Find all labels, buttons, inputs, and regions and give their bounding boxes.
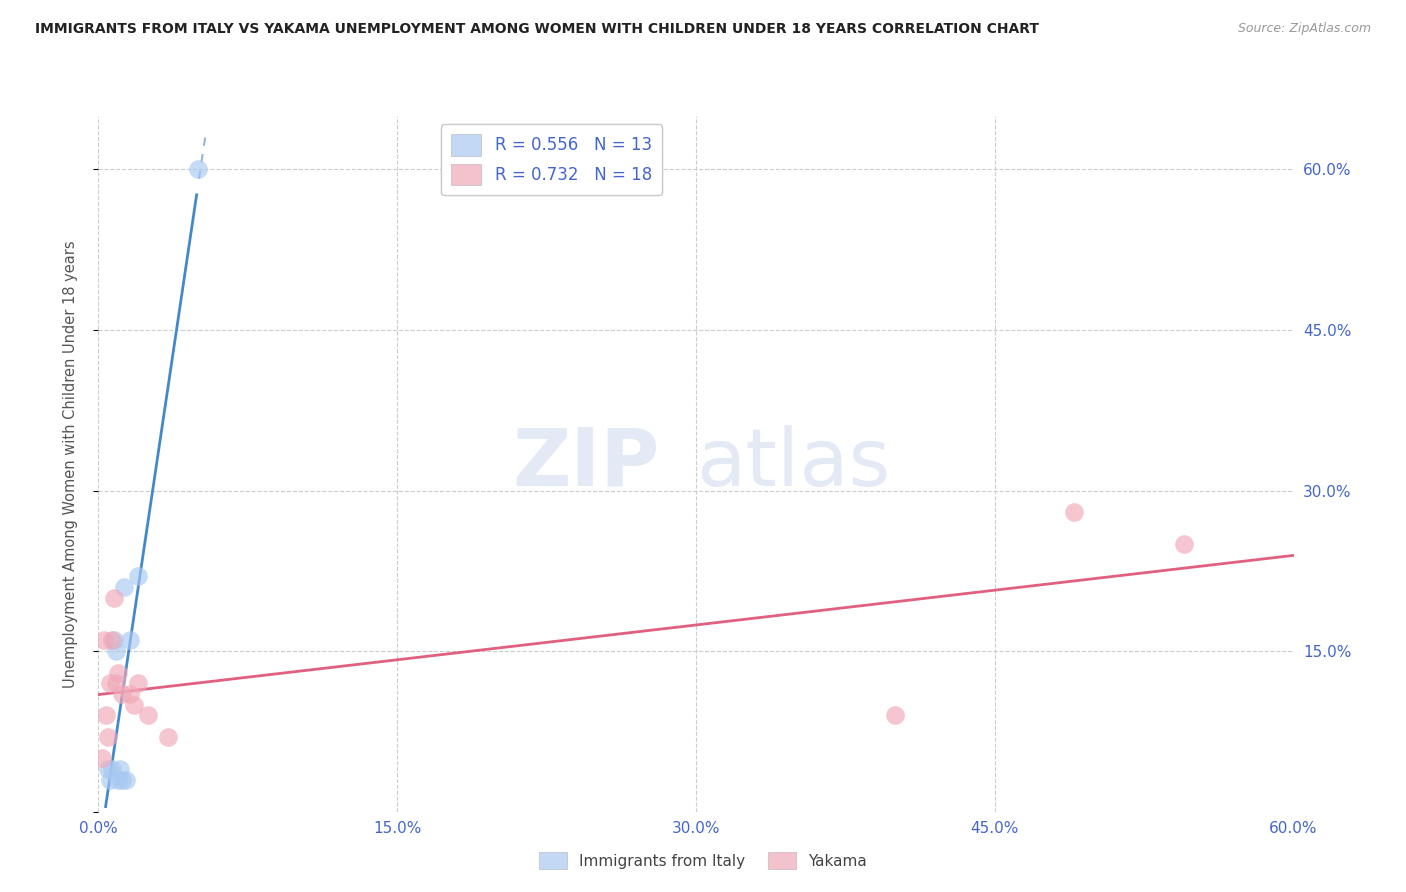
Text: IMMIGRANTS FROM ITALY VS YAKAMA UNEMPLOYMENT AMONG WOMEN WITH CHILDREN UNDER 18 : IMMIGRANTS FROM ITALY VS YAKAMA UNEMPLOY… <box>35 22 1039 37</box>
Point <box>107 772 129 787</box>
Point <box>127 676 149 690</box>
Point <box>105 676 128 690</box>
Point <box>103 591 125 605</box>
Point <box>115 772 138 787</box>
Point <box>884 708 907 723</box>
Point <box>96 708 118 723</box>
Legend: Immigrants from Italy, Yakama: Immigrants from Italy, Yakama <box>533 846 873 875</box>
Point <box>101 762 124 776</box>
Point <box>120 687 142 701</box>
Point <box>107 665 129 680</box>
Text: ZIP: ZIP <box>513 425 661 503</box>
Point <box>111 687 134 701</box>
Point <box>124 698 146 712</box>
Point <box>91 751 114 765</box>
Point <box>97 762 120 776</box>
Point <box>120 633 142 648</box>
Text: Source: ZipAtlas.com: Source: ZipAtlas.com <box>1237 22 1371 36</box>
Legend: R = 0.556   N = 13, R = 0.732   N = 18: R = 0.556 N = 13, R = 0.732 N = 18 <box>441 124 662 195</box>
Point <box>101 633 124 648</box>
Point <box>157 730 180 744</box>
Point <box>110 762 132 776</box>
Point <box>105 644 128 658</box>
Y-axis label: Unemployment Among Women with Children Under 18 years: Unemployment Among Women with Children U… <box>63 240 77 688</box>
Point <box>127 569 149 583</box>
Point <box>93 633 115 648</box>
Point <box>1173 537 1195 551</box>
Point <box>100 676 122 690</box>
Point <box>100 772 122 787</box>
Point <box>187 162 209 177</box>
Text: atlas: atlas <box>696 425 890 503</box>
Point <box>1063 505 1085 519</box>
Point <box>103 633 125 648</box>
Point <box>136 708 159 723</box>
Point <box>97 730 120 744</box>
Point <box>111 772 134 787</box>
Point <box>112 580 135 594</box>
